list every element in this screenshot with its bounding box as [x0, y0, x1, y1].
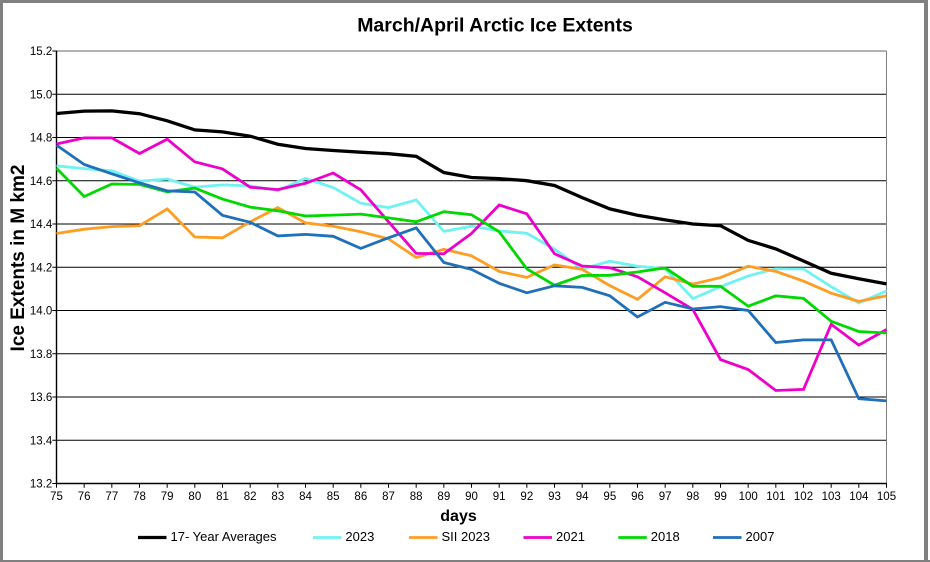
svg-text:80: 80 [188, 491, 201, 503]
svg-text:93: 93 [548, 491, 561, 503]
svg-text:90: 90 [465, 491, 478, 503]
svg-text:March/April Arctic Ice Extents: March/April Arctic Ice Extents [357, 15, 633, 37]
svg-text:13.4: 13.4 [30, 435, 53, 447]
svg-text:76: 76 [78, 491, 91, 503]
svg-text:99: 99 [714, 491, 727, 503]
svg-text:86: 86 [354, 491, 367, 503]
svg-text:Ice Extents in M km2: Ice Extents in M km2 [8, 165, 29, 352]
svg-text:100: 100 [739, 491, 758, 503]
svg-text:13.8: 13.8 [30, 349, 52, 361]
svg-text:92: 92 [520, 491, 533, 503]
svg-text:14.0: 14.0 [30, 306, 52, 318]
svg-text:14.2: 14.2 [30, 262, 52, 274]
svg-text:2023: 2023 [345, 529, 374, 544]
svg-text:85: 85 [327, 491, 340, 503]
svg-text:84: 84 [299, 491, 312, 503]
svg-text:82: 82 [244, 491, 257, 503]
svg-text:81: 81 [216, 491, 229, 503]
svg-text:105: 105 [877, 491, 896, 503]
svg-text:78: 78 [133, 491, 146, 503]
svg-text:13.6: 13.6 [30, 392, 52, 404]
svg-text:2018: 2018 [651, 529, 680, 544]
svg-text:88: 88 [410, 491, 423, 503]
svg-text:102: 102 [794, 491, 813, 503]
svg-text:83: 83 [271, 491, 284, 503]
svg-text:104: 104 [849, 491, 869, 503]
svg-text:15.0: 15.0 [30, 89, 52, 101]
svg-text:87: 87 [382, 491, 395, 503]
svg-text:101: 101 [766, 491, 785, 503]
svg-text:14.8: 14.8 [30, 133, 52, 145]
svg-text:77: 77 [105, 491, 118, 503]
svg-text:14.6: 14.6 [30, 176, 52, 188]
svg-text:91: 91 [493, 491, 506, 503]
svg-text:SII 2023: SII 2023 [442, 529, 490, 544]
svg-text:2021: 2021 [556, 529, 585, 544]
svg-text:75: 75 [50, 491, 63, 503]
svg-text:15.2: 15.2 [30, 46, 52, 58]
svg-text:95: 95 [603, 491, 616, 503]
svg-text:94: 94 [576, 491, 589, 503]
svg-text:days: days [440, 508, 477, 525]
svg-text:2007: 2007 [746, 529, 775, 544]
svg-text:17- Year Averages: 17- Year Averages [171, 529, 278, 544]
svg-text:96: 96 [631, 491, 644, 503]
svg-text:13.2: 13.2 [30, 479, 52, 491]
svg-text:89: 89 [437, 491, 450, 503]
svg-text:103: 103 [822, 491, 841, 503]
svg-text:14.4: 14.4 [30, 219, 53, 231]
svg-text:97: 97 [659, 491, 672, 503]
svg-text:79: 79 [161, 491, 174, 503]
svg-text:98: 98 [686, 491, 699, 503]
